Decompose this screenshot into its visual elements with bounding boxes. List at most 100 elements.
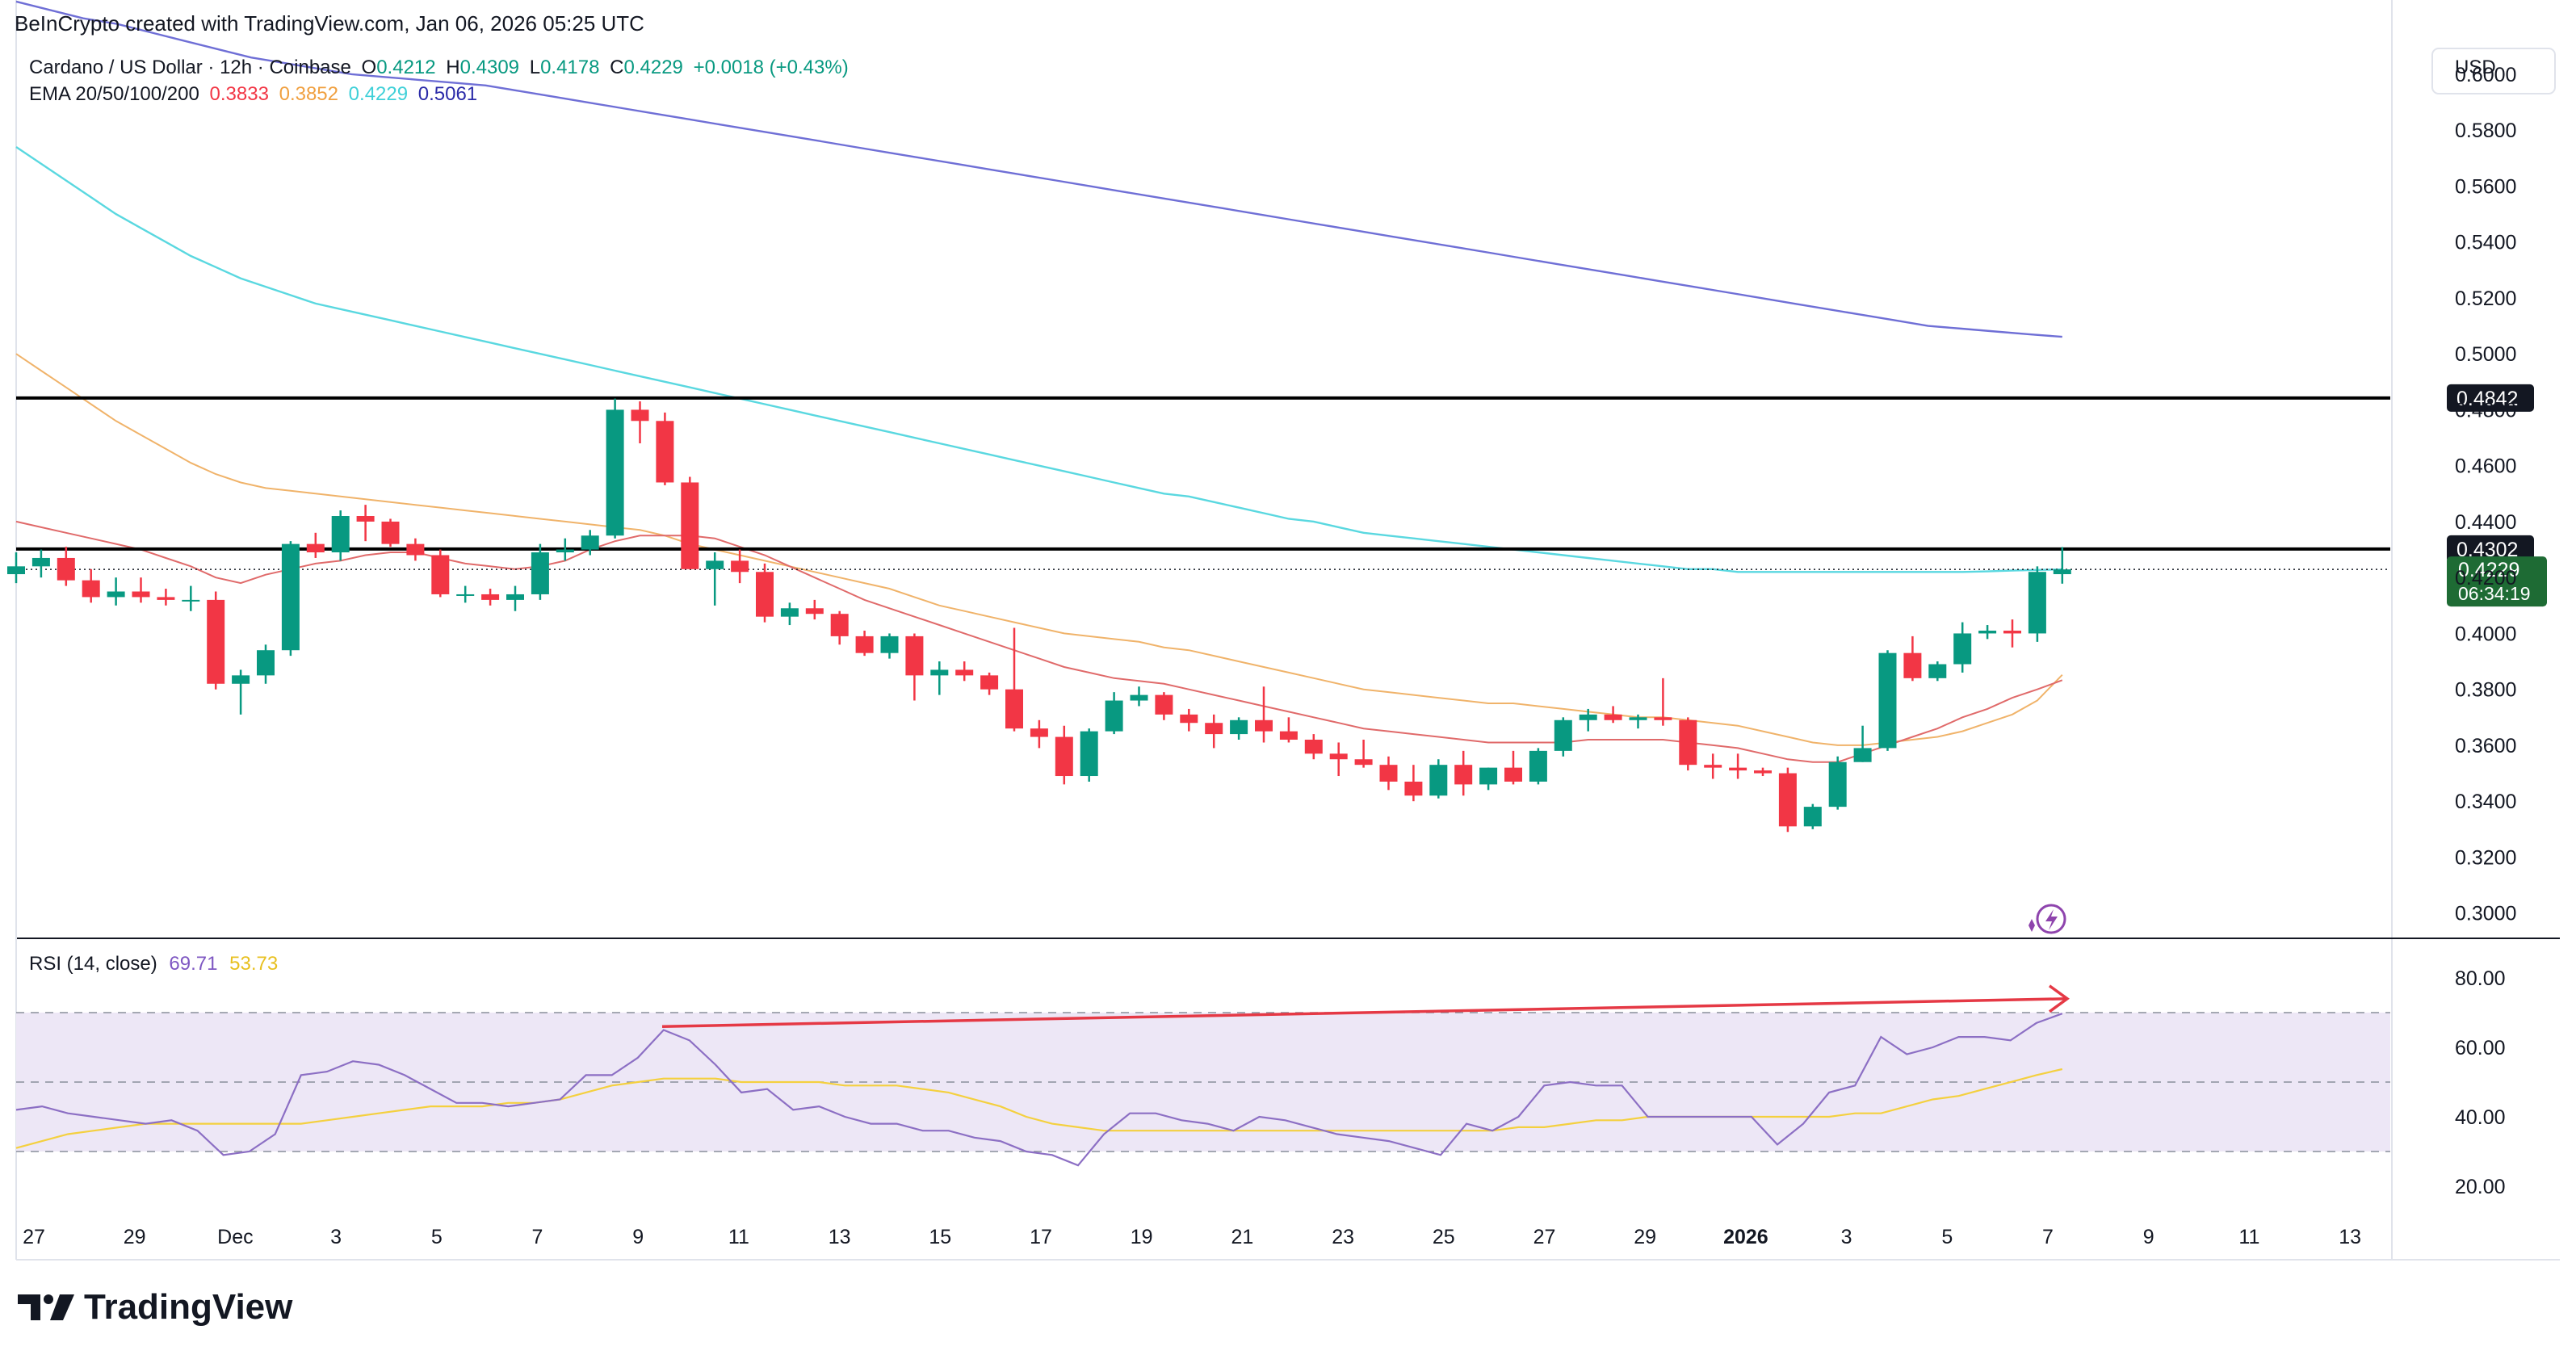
candle[interactable] xyxy=(1803,803,1822,829)
candle[interactable] xyxy=(57,547,75,586)
candle[interactable] xyxy=(506,585,524,611)
candle[interactable] xyxy=(880,633,899,659)
candle[interactable] xyxy=(1928,661,1947,682)
candle[interactable] xyxy=(980,672,999,695)
candle[interactable] xyxy=(1130,686,1148,707)
candle[interactable] xyxy=(1230,717,1248,740)
candle[interactable] xyxy=(1429,759,1448,799)
candle[interactable] xyxy=(681,476,699,569)
ema-legend[interactable]: EMA 20/50/100/200 0.3833 0.3852 0.4229 0… xyxy=(29,83,482,106)
candle[interactable] xyxy=(1554,717,1572,757)
candle[interactable] xyxy=(31,549,50,578)
candle[interactable] xyxy=(406,538,425,561)
candle[interactable] xyxy=(1729,753,1747,779)
candle[interactable] xyxy=(1255,686,1273,743)
candle[interactable] xyxy=(157,589,175,606)
candle[interactable] xyxy=(855,630,874,657)
candle[interactable] xyxy=(2028,566,2046,642)
candle[interactable] xyxy=(431,549,450,598)
candle[interactable] xyxy=(1105,692,1123,735)
candle[interactable] xyxy=(556,538,574,561)
candle[interactable] xyxy=(930,661,949,695)
candle[interactable] xyxy=(456,585,475,603)
time-tick-label: 3 xyxy=(330,1226,342,1248)
candle[interactable] xyxy=(1778,767,1797,833)
candle[interactable] xyxy=(1155,692,1173,720)
candle[interactable] xyxy=(481,589,500,606)
candle[interactable] xyxy=(2003,619,2021,648)
candle[interactable] xyxy=(706,552,724,606)
candle[interactable] xyxy=(1080,728,1098,782)
candle[interactable] xyxy=(805,599,824,620)
candle[interactable] xyxy=(1878,650,1897,751)
candle[interactable] xyxy=(1055,725,1073,785)
candle[interactable] xyxy=(207,591,225,690)
tradingview-logo[interactable]: TradingView xyxy=(18,1287,292,1328)
candle[interactable] xyxy=(1479,767,1498,791)
candlestick-series[interactable] xyxy=(7,398,2071,833)
candle[interactable] xyxy=(1529,748,1547,785)
candle[interactable] xyxy=(955,661,974,682)
price-axis[interactable]: 0.6000 0.5800 0.5600 0.5400 0.5200 0.5000 0.48… xyxy=(2455,64,2516,1198)
candle[interactable] xyxy=(1579,708,1597,732)
candle[interactable] xyxy=(1404,765,1423,802)
candle[interactable] xyxy=(1978,625,1997,640)
candle[interactable] xyxy=(531,543,549,600)
candle[interactable] xyxy=(331,510,350,561)
candle[interactable] xyxy=(381,518,400,547)
candle[interactable] xyxy=(1030,719,1048,749)
candle[interactable] xyxy=(1853,725,1872,762)
candle[interactable] xyxy=(356,505,375,542)
rsi-pane[interactable] xyxy=(15,984,2390,1167)
candle[interactable] xyxy=(182,585,200,611)
candle[interactable] xyxy=(606,398,624,539)
candle[interactable] xyxy=(1903,636,1922,682)
candle[interactable] xyxy=(1704,753,1722,779)
rsi-legend[interactable]: RSI (14, close) 69.71 53.73 xyxy=(29,953,278,975)
candle[interactable] xyxy=(756,563,774,623)
candle[interactable] xyxy=(1329,742,1348,777)
candle[interactable] xyxy=(1304,734,1323,760)
rsi-label[interactable]: RSI (14, close) xyxy=(29,953,157,975)
candle[interactable] xyxy=(132,577,150,603)
candle[interactable] xyxy=(1828,756,1847,810)
currency-selector[interactable]: USD xyxy=(2455,57,2496,78)
symbol-name[interactable]: Cardano / US Dollar · 12h · Coinbase xyxy=(29,57,351,78)
candle[interactable] xyxy=(2053,547,2071,584)
candle[interactable] xyxy=(1504,750,1522,785)
candle[interactable] xyxy=(1953,622,1972,673)
change-value: +0.0018 (+0.43%) xyxy=(693,57,849,78)
candle[interactable] xyxy=(1354,740,1373,768)
candle[interactable] xyxy=(731,549,749,584)
ema-label[interactable]: EMA 20/50/100/200 xyxy=(29,83,199,105)
last-price-label: 0.4229 xyxy=(2458,559,2519,581)
candle[interactable] xyxy=(1679,717,1697,771)
symbol-legend[interactable]: Cardano / US Dollar · 12h · Coinbase O0.… xyxy=(29,57,854,79)
candle[interactable] xyxy=(232,669,250,715)
candle[interactable] xyxy=(1379,756,1398,791)
candle[interactable] xyxy=(306,532,325,558)
candle[interactable] xyxy=(82,568,100,603)
candle[interactable] xyxy=(1654,678,1672,726)
candle[interactable] xyxy=(830,610,849,645)
time-axis[interactable]: 27 29 Dec 3 5 7 9 11 13 15 17 19 21 23 25 27 29 2026 3 5 7 9 1… xyxy=(23,1226,2361,1248)
candle[interactable] xyxy=(905,633,924,701)
candle[interactable] xyxy=(1279,717,1298,743)
candle[interactable] xyxy=(631,401,649,443)
candle[interactable] xyxy=(780,602,799,626)
candle[interactable] xyxy=(1754,767,1772,777)
candle[interactable] xyxy=(107,577,125,606)
candle[interactable] xyxy=(281,541,300,657)
candle[interactable] xyxy=(1180,708,1198,732)
candle[interactable] xyxy=(1454,750,1473,796)
candle[interactable] xyxy=(1005,627,1023,732)
candle[interactable] xyxy=(656,412,674,485)
candle[interactable] xyxy=(581,530,599,556)
candle[interactable] xyxy=(1604,706,1622,724)
rsi-line[interactable] xyxy=(15,1013,2063,1167)
candle[interactable] xyxy=(257,644,275,684)
candle[interactable] xyxy=(1629,714,1647,729)
candle[interactable] xyxy=(7,552,25,584)
candle[interactable] xyxy=(1205,714,1223,749)
